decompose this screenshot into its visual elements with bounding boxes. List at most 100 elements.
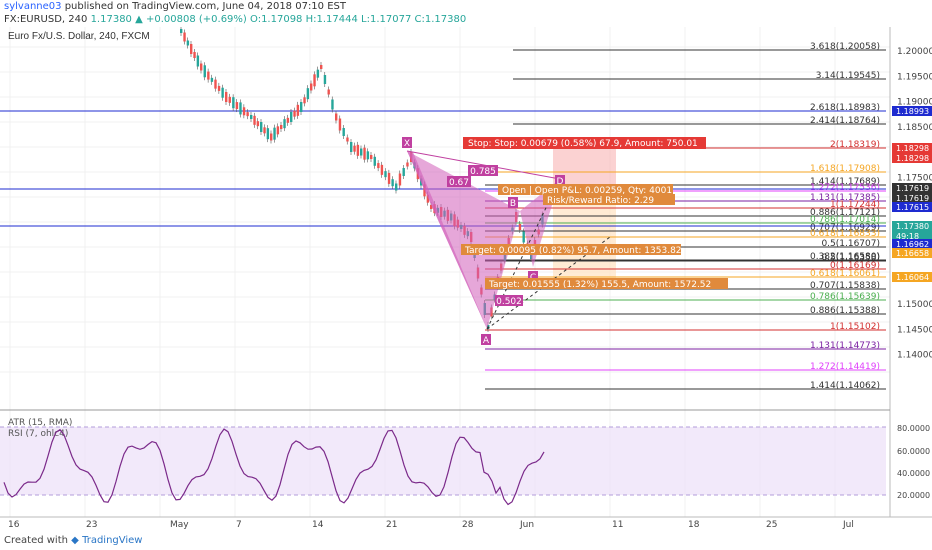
ratio-label-067[interactable]: 0.67	[447, 176, 471, 188]
fib-label: 0.886(1.17121)	[810, 208, 880, 218]
fib-label: 1.414(1.17689)	[810, 177, 880, 187]
rsi-tick: 20.0000	[897, 491, 930, 500]
price-tag-text: 1.17615	[896, 203, 929, 212]
fib-label: 0.5(1.16707)	[821, 239, 880, 249]
author-link[interactable]: sylvanne03	[4, 1, 62, 12]
price-tick: 1.18500	[897, 123, 932, 133]
rsi-band	[0, 427, 886, 495]
price-tag	[892, 143, 932, 153]
fib-label: 1.414(1.14062)	[810, 381, 880, 391]
price-tag-text: 1.16064	[896, 273, 929, 282]
price-tag	[892, 153, 932, 163]
price-tag-text: 1.18298	[896, 154, 929, 163]
tradingview-brand[interactable]: TradingView	[82, 535, 143, 546]
fib-label: 0(1.16169)	[830, 261, 880, 271]
point-a-label[interactable]: A	[481, 334, 491, 346]
target1-label[interactable]: Target: 0.00095 (0.82%) 95.7, Amount: 13…	[461, 244, 682, 256]
price-tick: 1.19500	[897, 72, 932, 82]
svg-text:0.785: 0.785	[470, 167, 496, 177]
price-tick: 1.20000	[897, 47, 932, 57]
time-tick: 21	[386, 520, 397, 530]
target2-label[interactable]: Target: 0.01555 (1.32%) 155.5, Amount: 1…	[485, 278, 728, 290]
time-tick: 23	[86, 520, 97, 530]
point-b-label[interactable]: B	[508, 197, 518, 209]
price-tag-text: 1.18993	[896, 107, 929, 116]
created-with-text: Created with	[4, 535, 68, 546]
point-d-label[interactable]: D	[555, 175, 565, 187]
price-tag	[892, 193, 932, 203]
fib-label: 0.886(1.15388)	[810, 306, 880, 316]
price-tag	[892, 106, 932, 116]
ratio-label-0785[interactable]: 0.785	[468, 165, 498, 177]
svg-text:A: A	[483, 336, 490, 346]
fib-label: 2(1.18319)	[830, 140, 880, 150]
rsi-axis: 80.0000 60.0000 40.0000 20.0000	[897, 424, 930, 500]
publish-info-bar: sylvanne03 published on TradingView.com,…	[0, 0, 932, 14]
fib-label: 0.382(1.16580)	[810, 252, 880, 262]
fib-label: 1.272(1.14419)	[810, 362, 880, 372]
time-tick: Jul	[842, 520, 854, 530]
stop-label[interactable]: Stop: Stop: 0.00679 (0.58%) 67.9, Amount…	[463, 137, 706, 149]
fib-label: 0.5(1.16358)	[821, 253, 880, 263]
fib-extension-lines[interactable]: 3.618(1.20058) 3.14(1.19545) 2.618(1.18983…	[0, 42, 886, 391]
svg-text:D: D	[557, 177, 564, 187]
price-tag	[892, 183, 932, 193]
price-tick: 1.15000	[897, 300, 932, 310]
svg-text:Stop: Stop: 0.00679 (0.58%) 67: Stop: Stop: 0.00679 (0.58%) 67.9, Amount…	[468, 139, 698, 149]
fib-label: 2.414(1.18764)	[810, 116, 880, 126]
symbol-bar: FX:EURUSD, 240 1.17380 ▲ +0.00808 (+0.69…	[0, 14, 932, 27]
price-tag-text: 1.17619	[896, 184, 929, 193]
fib-label: 1.131(1.14773)	[810, 341, 880, 351]
open-pnl-label[interactable]: Open | Open P&L: 0.00259, Qty: 4001	[498, 184, 673, 196]
time-tick: 7	[236, 520, 242, 530]
time-axis[interactable]: 16 23 May 7 14 21 28 Jun 11 18 25 Jul	[8, 520, 854, 530]
price-tag	[892, 202, 932, 212]
price-tag	[892, 272, 932, 282]
svg-text:X: X	[404, 139, 410, 149]
time-tick: 25	[766, 520, 777, 530]
fib-label: 2.618(1.18983)	[810, 103, 880, 113]
price-tag	[892, 239, 932, 249]
fib-label: 1.131(1.17385)	[810, 193, 880, 203]
fib-label: 0.618(1.16833)	[810, 229, 880, 239]
atr-label: ATR (15, RMA)	[8, 418, 72, 428]
fib-label: 0.618(1.16061)	[810, 269, 880, 279]
time-tick: 14	[312, 520, 324, 530]
fib-label: 1(1.15102)	[830, 322, 880, 332]
footer: Created with ◆ TradingView	[0, 532, 932, 550]
ratio-label-0502[interactable]: 0.502	[495, 295, 523, 307]
rsi-line	[3, 428, 545, 506]
fib-label: 0.707(1.15838)	[810, 281, 880, 291]
fib-label: 3.618(1.20058)	[810, 42, 880, 52]
rsi-tick: 40.0000	[897, 469, 930, 478]
time-tick: May	[170, 520, 189, 530]
target-zone[interactable]	[553, 199, 616, 285]
price-chart[interactable]: Euro Fx/U.S. Dollar, 240, FXCM 3.618(1.2…	[0, 27, 932, 532]
time-tick: 16	[8, 520, 20, 530]
price-tag	[892, 248, 932, 258]
time-tick: 18	[688, 520, 700, 530]
svg-text:0.502: 0.502	[496, 297, 522, 307]
time-tick: Jun	[519, 520, 534, 530]
fib-label: 3.14(1.19545)	[816, 71, 880, 81]
price-tag	[892, 231, 932, 241]
svg-text:B: B	[510, 199, 516, 209]
point-x-label[interactable]: X	[402, 137, 412, 149]
svg-text:0.67: 0.67	[449, 178, 469, 188]
fib-label: 1(1.17244)	[830, 200, 880, 210]
price-tick: 1.14000	[897, 351, 932, 361]
symbol-label: FX:EURUSD, 240	[4, 14, 88, 25]
rsi-tick: 80.0000	[897, 424, 930, 433]
fib-label: 0.786(1.17014)	[810, 215, 880, 225]
price-tags: 1.189931.182981.182981.176191.176191.176…	[892, 106, 932, 282]
price-tag-text: 49:18	[896, 232, 919, 241]
tradingview-logo-icon[interactable]: ◆	[71, 535, 79, 546]
price-tick: 1.14500	[897, 325, 932, 335]
svg-text:Open | Open P&L: 0.00259, Qty:: Open | Open P&L: 0.00259, Qty: 4001	[502, 186, 672, 196]
risk-reward-label[interactable]: Risk/Reward Ratio: 2.29	[543, 194, 675, 206]
time-tick: 11	[612, 520, 623, 530]
rsi-label: RSI (7, ohlc4)	[8, 429, 68, 439]
price-tag-text: 1.18298	[896, 144, 929, 153]
price-tag	[892, 221, 932, 231]
price-tag-text: 1.17380	[896, 222, 929, 231]
